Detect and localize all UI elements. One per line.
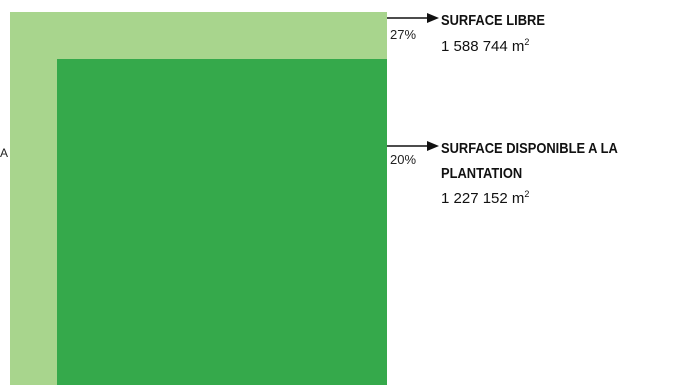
plantation-surface-value: 1 227 152 m2	[441, 189, 529, 207]
free-surface-title: SURFACE LIBRE	[441, 12, 545, 29]
plantation-surface-value-number: 1 227 152 m	[441, 190, 525, 207]
edge-letter: A	[0, 146, 9, 160]
plantation-surface-value-exponent: 2	[524, 189, 530, 199]
free-surface-value-number: 1 588 744 m	[441, 38, 525, 55]
free-surface-value-exponent: 2	[524, 37, 530, 47]
free-surface-value: 1 588 744 m2	[441, 37, 529, 55]
plantation-surface-title-line2: PLANTATION	[441, 165, 523, 182]
arrow-right-icon	[387, 13, 439, 23]
plantation-surface-title-line1: SURFACE DISPONIBLE A LA	[441, 140, 618, 157]
free-surface-percent: 27%	[390, 27, 417, 42]
plantation-surface-percent: 20%	[390, 152, 417, 167]
plantation-surface-square	[57, 59, 387, 385]
arrow-right-icon	[387, 141, 439, 151]
